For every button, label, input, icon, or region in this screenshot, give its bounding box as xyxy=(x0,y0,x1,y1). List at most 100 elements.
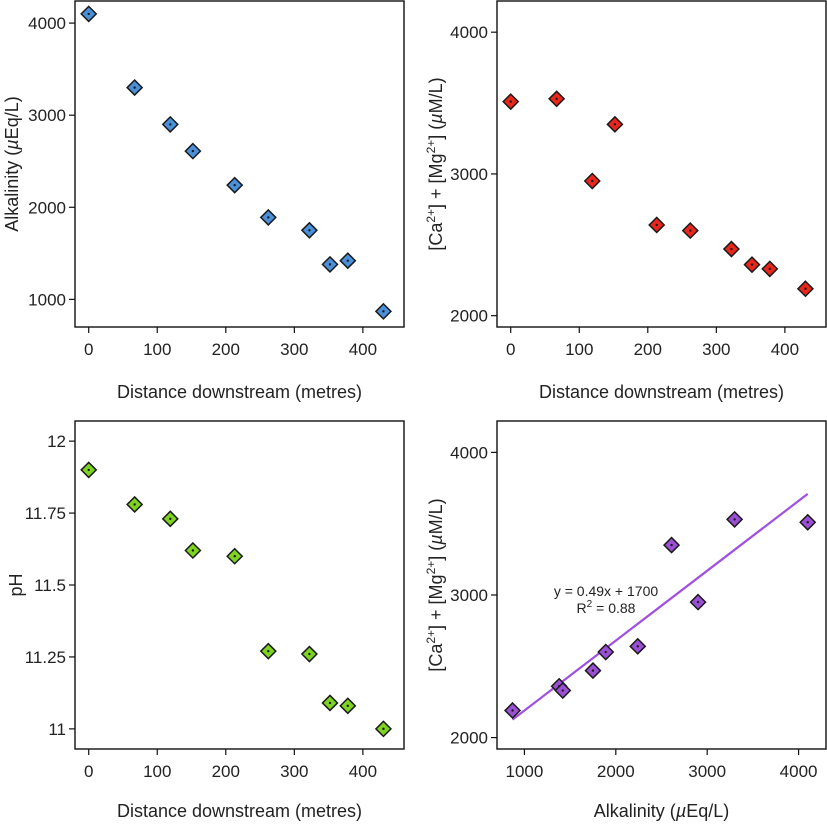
x-tick-label: 4000 xyxy=(780,762,818,781)
y-tick-label: 2000 xyxy=(450,729,488,748)
data-point-center xyxy=(169,123,172,126)
y-tick-label: 4000 xyxy=(28,14,66,33)
data-point-center xyxy=(191,549,195,552)
panel-ph-vs-distance: 0 100 200 300 400 11 11.25 11.5 11.75 12 Distance… xyxy=(6,420,405,821)
data-point-center xyxy=(267,216,270,219)
plot-frame xyxy=(496,420,827,750)
y-axis-label: [Ca2+] + [Mg2+] (µM/L) xyxy=(424,498,446,671)
x-tick-label: 0 xyxy=(506,340,515,359)
data-points xyxy=(503,510,817,720)
x-tick-label: 2000 xyxy=(597,762,635,781)
data-point-center xyxy=(733,518,736,521)
x-tick-label: 300 xyxy=(280,762,308,781)
fit-equation: y = 0.49x + 1700 xyxy=(554,583,659,599)
x-axis-label: Distance downstream (metres) xyxy=(117,801,362,821)
data-point-center xyxy=(87,12,90,16)
plot-frame xyxy=(496,0,827,328)
data-point-center xyxy=(696,600,700,604)
y-tick-label: 2000 xyxy=(28,198,66,217)
data-point-center xyxy=(689,229,692,232)
x-tick-label: 300 xyxy=(702,340,730,359)
panel-camg-vs-alkalinity: 1000 2000 3000 4000 2000 3000 4000 y = 0.49x +… xyxy=(424,420,827,821)
panel-camg-vs-distance: 0 100 200 300 400 2000 3000 4000 Distance downs… xyxy=(424,0,827,402)
data-points xyxy=(502,90,814,298)
data-point-center xyxy=(613,123,617,126)
data-point-center xyxy=(768,267,771,271)
y-tick-label: 1000 xyxy=(28,290,66,309)
r-squared: R2 = 0.88 xyxy=(577,599,636,616)
x-tick-label: 0 xyxy=(84,762,93,781)
y-tick-label: 11.5 xyxy=(34,576,66,595)
x-tick-label: 3000 xyxy=(688,762,726,781)
data-points xyxy=(80,461,392,738)
x-tick-label: 200 xyxy=(212,340,240,359)
ticks: 0 100 200 300 400 11 11.25 11.5 11.75 12 xyxy=(25,432,377,781)
plot-frame xyxy=(74,0,405,328)
data-point-center xyxy=(730,247,733,251)
x-tick-label: 400 xyxy=(349,340,377,359)
ticks: 0 100 200 300 400 2000 3000 4000 xyxy=(450,23,799,359)
y-tick-label: 4000 xyxy=(450,23,488,42)
data-point-center xyxy=(382,727,385,731)
data-point-center xyxy=(655,223,658,227)
y-tick-label: 11.75 xyxy=(25,504,66,523)
x-axis-label: Distance downstream (metres) xyxy=(117,382,362,402)
data-point-center xyxy=(308,652,311,656)
x-tick-label: 400 xyxy=(349,762,377,781)
x-tick-label: 300 xyxy=(280,340,308,359)
x-tick-label: 400 xyxy=(771,340,799,359)
data-point-center xyxy=(604,650,607,654)
data-point-center xyxy=(267,649,270,653)
x-tick-label: 0 xyxy=(84,340,93,359)
y-tick-label: 4000 xyxy=(450,443,488,462)
panel-alkalinity-vs-distance: 0 100 200 300 400 1000 2000 3000 4000 Distance d… xyxy=(2,0,405,402)
data-point-center xyxy=(555,97,558,101)
y-tick-label: 2000 xyxy=(450,307,488,326)
y-tick-label: 3000 xyxy=(450,165,488,184)
x-tick-label: 200 xyxy=(212,762,240,781)
data-points xyxy=(80,5,392,320)
data-point-center xyxy=(591,669,595,672)
data-point-center xyxy=(328,701,332,705)
plot-frame xyxy=(74,420,405,750)
y-tick-label: 12 xyxy=(47,432,66,451)
data-point-center xyxy=(670,543,673,547)
x-axis-label: Distance downstream (metres) xyxy=(539,382,784,402)
data-point-center xyxy=(382,310,385,313)
data-point-center xyxy=(561,689,564,692)
x-tick-label: 100 xyxy=(143,762,171,781)
x-axis-label: Alkalinity (µEq/L) xyxy=(594,801,729,821)
x-tick-label: 100 xyxy=(565,340,593,359)
data-point-center xyxy=(233,555,236,558)
data-point-center xyxy=(133,503,136,506)
data-point-center xyxy=(308,229,311,232)
y-axis-label: pH xyxy=(6,573,26,596)
data-point-center xyxy=(509,100,512,103)
x-tick-label: 1000 xyxy=(506,762,544,781)
data-point-center xyxy=(169,517,172,521)
y-axis-label: Alkalinity (µEq/L) xyxy=(2,96,22,231)
y-tick-label: 11.25 xyxy=(25,648,66,667)
data-point-center xyxy=(346,704,349,708)
data-point-center xyxy=(87,468,90,472)
y-tick-label: 3000 xyxy=(450,586,488,605)
data-point-center xyxy=(511,709,514,712)
data-point-center xyxy=(346,259,349,262)
ticks: 1000 2000 3000 4000 2000 3000 4000 xyxy=(450,443,817,781)
ticks: 0 100 200 300 400 1000 2000 3000 4000 xyxy=(28,14,377,359)
data-point-center xyxy=(591,179,594,183)
data-point-center xyxy=(806,521,809,524)
x-tick-label: 200 xyxy=(634,340,662,359)
y-axis-label: [Ca2+] + [Mg2+] (µM/L) xyxy=(424,77,446,250)
data-point-center xyxy=(233,183,236,187)
data-point-center xyxy=(804,287,807,290)
data-point-center xyxy=(191,149,195,153)
y-tick-label: 11 xyxy=(48,720,66,739)
data-point-center xyxy=(133,86,136,89)
data-point-center xyxy=(636,645,639,648)
data-point-center xyxy=(750,263,754,266)
data-point-center xyxy=(328,263,332,266)
x-tick-label: 100 xyxy=(143,340,171,359)
y-tick-label: 3000 xyxy=(28,106,66,125)
